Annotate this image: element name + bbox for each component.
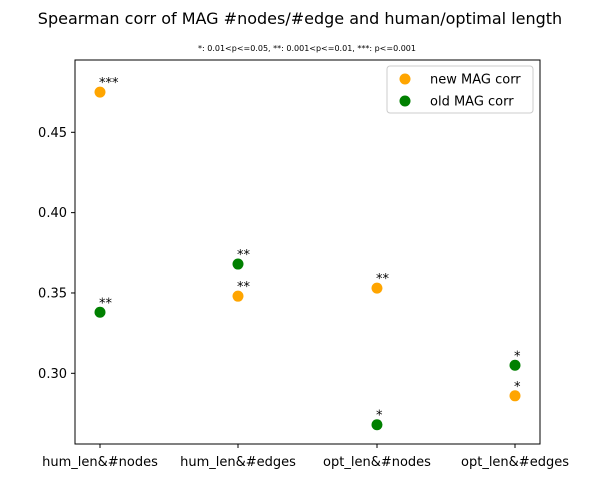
legend-box	[386, 65, 534, 114]
y-tick-label: 0.40	[38, 206, 67, 221]
legend: new MAG corr old MAG corr	[386, 65, 534, 114]
x-tick-label: hum_len&#nodes	[42, 455, 158, 470]
chart-subtitle: *: 0.01<p<=0.05, **: 0.001<p<=0.01, ***:…	[198, 44, 416, 53]
legend-label: new MAG corr	[430, 73, 521, 88]
data-point	[94, 86, 106, 98]
chart-title: Spearman corr of MAG #nodes/#edge and hu…	[38, 9, 562, 28]
significance-label: ***	[99, 76, 119, 91]
plot-frame	[74, 59, 541, 445]
data-point	[94, 306, 106, 318]
x-tick-label: opt_len&#edges	[461, 455, 569, 470]
data-point	[232, 258, 244, 270]
legend-marker	[399, 95, 411, 107]
significance-label: *	[514, 380, 521, 395]
y-tick-label: 0.35	[38, 286, 67, 301]
legend-marker	[399, 73, 411, 85]
significance-label: **	[237, 280, 251, 295]
data-point	[371, 419, 383, 431]
data-point	[509, 359, 521, 371]
x-tick-label: opt_len&#nodes	[323, 455, 431, 470]
data-point	[232, 290, 244, 302]
significance-label: **	[99, 296, 113, 311]
significance-label: *	[376, 409, 383, 424]
significance-label: *	[514, 349, 521, 364]
legend-label: old MAG corr	[430, 95, 514, 110]
y-tick-label: 0.30	[38, 367, 67, 382]
y-axis: 0.30 0.35 0.40 0.45	[38, 126, 75, 382]
data-point	[371, 282, 383, 294]
y-tick-label: 0.45	[38, 126, 67, 141]
plot-marks: **************	[94, 76, 521, 431]
data-point	[509, 390, 521, 402]
significance-label: **	[376, 272, 390, 287]
x-tick-label: hum_len&#edges	[180, 455, 296, 470]
x-axis: hum_len&#nodes hum_len&#edges opt_len&#nod…	[42, 444, 569, 470]
significance-label: **	[237, 248, 251, 263]
